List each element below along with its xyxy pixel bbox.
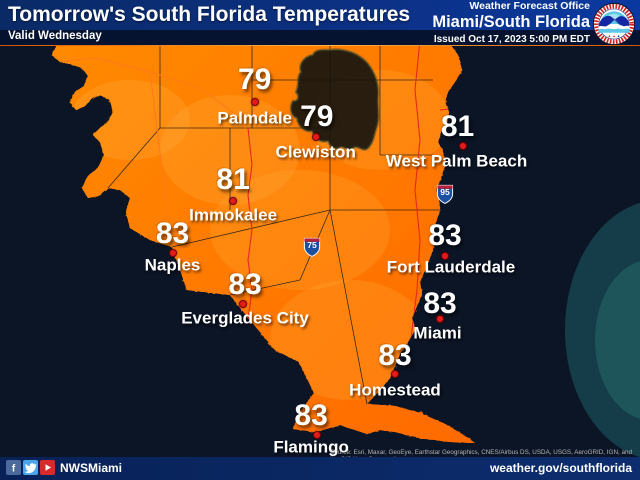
svg-text:f: f <box>12 464 16 475</box>
